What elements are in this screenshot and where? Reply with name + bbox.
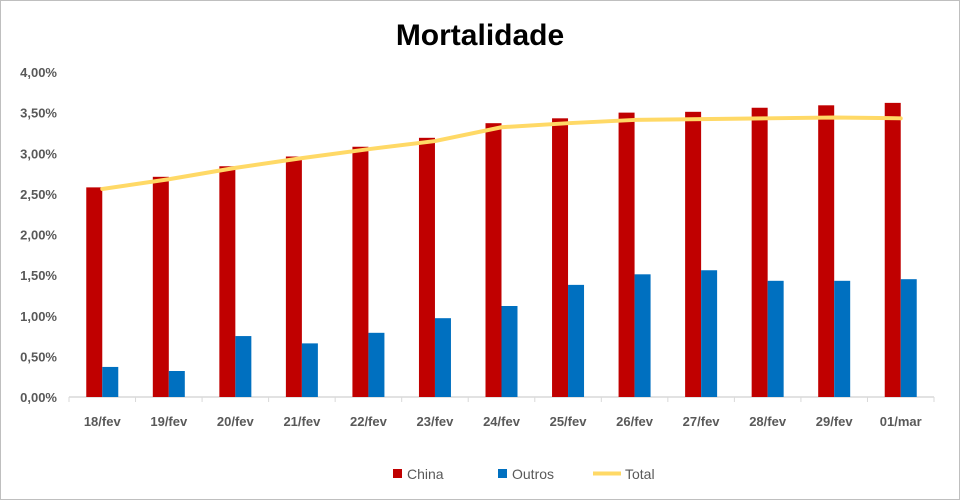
bar-outros	[501, 306, 518, 397]
x-tick-label: 25/fev	[550, 414, 588, 429]
bar-china	[418, 137, 435, 397]
bar-china	[618, 112, 635, 397]
bar-china	[485, 123, 502, 397]
legend-label-china: China	[407, 466, 444, 482]
y-tick-label: 1,00%	[20, 309, 57, 324]
legend-label-total: Total	[625, 466, 655, 482]
bar-outros	[701, 270, 718, 397]
bar-china	[685, 111, 702, 397]
x-tick-label: 28/fev	[749, 414, 787, 429]
x-tick-label: 22/fev	[350, 414, 388, 429]
y-tick-label: 2,00%	[20, 228, 57, 243]
legend-swatch-china	[393, 469, 402, 478]
legend-swatch-outros	[498, 469, 507, 478]
legend-label-outros: Outros	[512, 466, 554, 482]
y-tick-label: 4,00%	[20, 65, 57, 80]
bar-outros	[634, 274, 651, 397]
bar-outros	[368, 332, 385, 397]
bar-outros	[301, 343, 318, 397]
y-tick-label: 3,50%	[20, 106, 57, 121]
bar-outros	[168, 371, 185, 397]
bar-china	[818, 105, 835, 397]
bar-china	[884, 102, 901, 397]
bar-outros	[767, 280, 784, 397]
x-tick-label: 01/mar	[880, 414, 922, 429]
bar-outros	[102, 366, 119, 397]
y-tick-label: 1,50%	[20, 268, 57, 283]
x-tick-label: 19/fev	[150, 414, 188, 429]
y-tick-label: 0,00%	[20, 390, 57, 405]
bar-china	[352, 146, 369, 397]
chart-title: Mortalidade	[395, 19, 565, 52]
x-tick-label: 23/fev	[417, 414, 455, 429]
bar-china	[285, 156, 302, 397]
bar-china	[751, 107, 768, 397]
x-tick-label: 29/fev	[816, 414, 854, 429]
x-tick-label: 20/fev	[217, 414, 255, 429]
x-tick-label: 24/fev	[483, 414, 521, 429]
x-tick-label: 26/fev	[616, 414, 654, 429]
x-tick-label: 21/fev	[283, 414, 321, 429]
bar-china	[152, 176, 169, 397]
y-tick-label: 3,00%	[20, 146, 57, 161]
x-tick-label: 27/fev	[683, 414, 721, 429]
bar-outros	[900, 279, 917, 397]
y-tick-label: 0,50%	[20, 349, 57, 364]
bar-outros	[434, 318, 451, 397]
y-tick-label: 2,50%	[20, 187, 57, 202]
bar-outros	[568, 284, 585, 397]
x-tick-label: 18/fev	[84, 414, 122, 429]
bar-china	[219, 166, 236, 397]
bar-china	[86, 187, 103, 397]
bar-outros	[834, 280, 851, 397]
bar-outros	[235, 336, 252, 397]
line-total	[100, 115, 903, 191]
bar-china	[552, 118, 569, 397]
